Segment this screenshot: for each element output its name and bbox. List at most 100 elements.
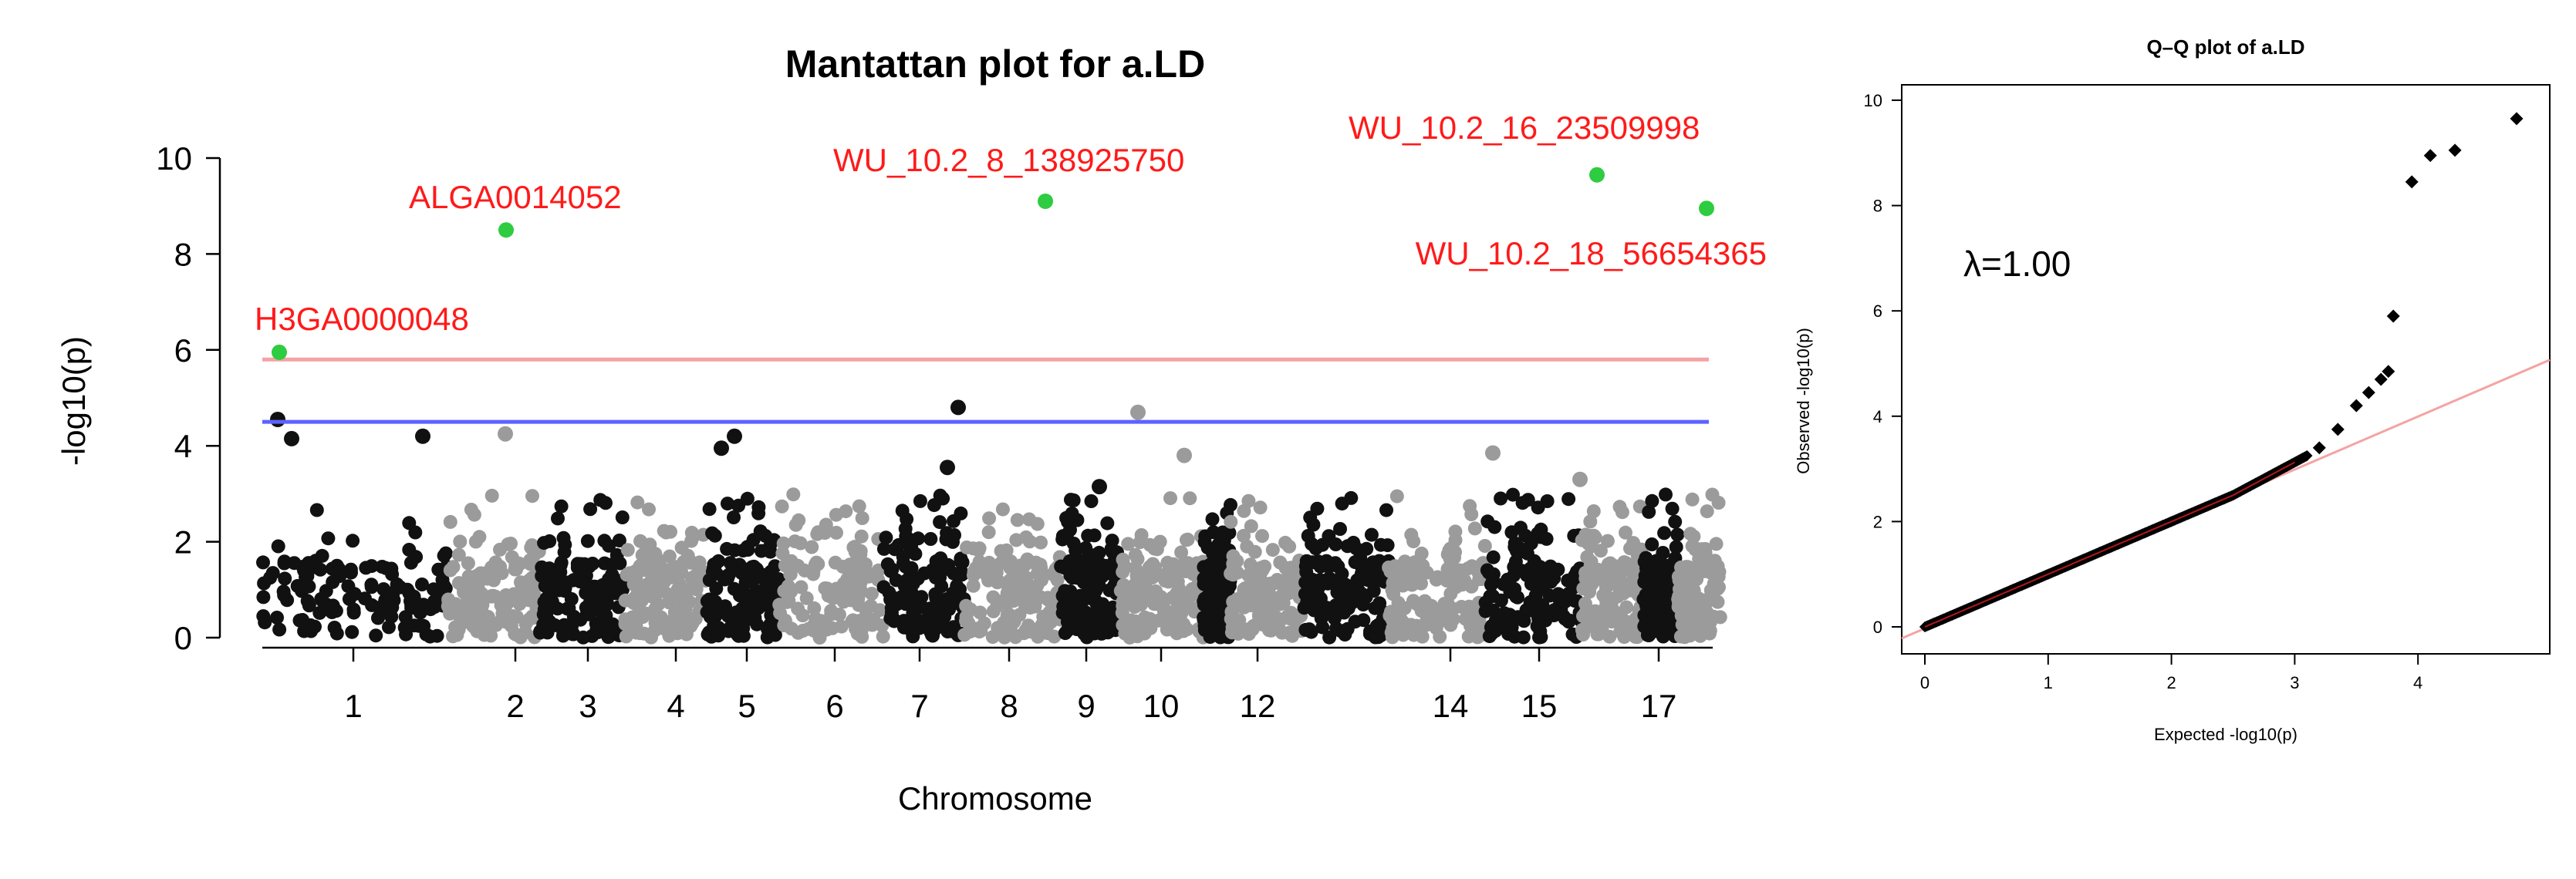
snp-point-chr6: [846, 613, 860, 628]
snp-point-chr1: [427, 582, 441, 597]
snp-point-chr8: [977, 616, 991, 631]
snp-point-chr8: [1033, 624, 1048, 638]
snp-point-chr1: [271, 539, 285, 554]
snp-point-chr5: [754, 544, 768, 558]
notable-snp-point: [1572, 471, 1588, 487]
snp-point-chr6: [818, 526, 832, 541]
snp-point-chr7: [906, 629, 920, 644]
snp-point-chr4: [684, 525, 699, 540]
snp-point-chr5: [705, 526, 720, 541]
snp-point-chr12: [1251, 608, 1266, 622]
snp-point-chr15: [1497, 606, 1512, 621]
snp-point-chr11: [1197, 534, 1212, 549]
snp-point-chr16: [1601, 557, 1615, 571]
snp-point-chr3: [557, 545, 572, 560]
snp-point-chr18: [1673, 569, 1687, 584]
snp-point-chr2: [484, 488, 499, 503]
snp-point-chr14: [1429, 621, 1443, 635]
snp-point-chr4: [688, 611, 703, 626]
snp-point-chr4: [644, 630, 658, 645]
snp-point-chr5: [758, 529, 773, 543]
chromosome-tick-label: 1: [344, 688, 362, 724]
snp-point-chr3: [554, 499, 569, 514]
snp-point-chr15: [1530, 619, 1545, 634]
snp-point-chr16: [1597, 567, 1611, 582]
snp-point-chr3: [593, 493, 608, 507]
snp-point-chr7: [954, 551, 968, 566]
qq-tail-point: [2349, 399, 2363, 413]
snp-point-chr7: [924, 628, 939, 642]
snp-point-chr16: [1615, 505, 1629, 520]
snp-point-chr3: [543, 575, 558, 590]
snp-point-chr6: [775, 499, 789, 514]
snp-point-chr17: [1645, 493, 1659, 508]
snp-point-chr6: [804, 564, 819, 579]
snp-point-chr15: [1523, 561, 1538, 576]
snp-point-chr13: [1348, 615, 1362, 629]
snp-point-chr14: [1414, 576, 1428, 591]
snp-point-chr1: [270, 611, 284, 625]
snp-point-chr18: [1703, 615, 1717, 629]
snp-point-chr15: [1517, 614, 1531, 628]
snp-point-chr1: [385, 600, 400, 615]
snp-point-chr6: [793, 536, 808, 551]
chromosome-tick-label: 9: [1077, 688, 1095, 724]
snp-point-chr15: [1566, 581, 1581, 594]
snp-point-chr8: [1006, 564, 1021, 578]
snp-point-chr9: [1092, 578, 1106, 593]
snp-point-chr14: [1477, 539, 1492, 553]
snp-point-chr4: [688, 568, 703, 583]
snp-point-chr15: [1494, 593, 1508, 608]
snp-point-chr15: [1494, 491, 1508, 506]
snp-point-chr1: [346, 605, 361, 620]
snp-point-chr9: [1060, 527, 1074, 542]
snp-point-chr1: [431, 562, 446, 577]
snp-point-chr14: [1388, 559, 1403, 574]
snp-point-chr13: [1330, 585, 1345, 600]
snp-point-chr16: [1592, 627, 1606, 642]
snp-point-chr13: [1337, 605, 1352, 620]
snp-point-chr8: [1033, 557, 1048, 572]
snp-point-chr8: [959, 614, 974, 628]
snp-point-chr1: [413, 605, 427, 620]
snp-point-chr8: [1001, 618, 1016, 632]
snp-point-chr8: [1030, 517, 1045, 531]
qq-tail-point: [2312, 441, 2326, 455]
snp-point-chr10: [1163, 491, 1177, 506]
snp-point-chr2: [470, 624, 484, 638]
snp-point-chr5: [729, 605, 744, 620]
snp-point-chr2: [467, 507, 481, 522]
snp-point-chr7: [923, 609, 937, 624]
snp-point-chr1: [332, 561, 346, 576]
snp-point-chr17: [1669, 540, 1683, 554]
snp-point-chr18: [1710, 594, 1725, 609]
qq-x-tick-label: 1: [2044, 673, 2053, 692]
snp-point-chr15: [1520, 546, 1534, 561]
snp-point-chr4: [633, 534, 647, 548]
snp-point-chr13: [1360, 570, 1375, 584]
snp-point-chr4: [663, 524, 677, 539]
snp-point-chr1: [341, 579, 356, 594]
snp-point-chr5: [721, 497, 734, 511]
snp-point-chr10: [1143, 621, 1158, 635]
snp-point-chr9: [1062, 554, 1077, 568]
snp-point-chr1: [399, 627, 414, 642]
snp-point-chr15: [1568, 568, 1582, 583]
snp-point-chr4: [670, 582, 685, 597]
snp-point-chr6: [855, 622, 869, 637]
snp-point-chr1: [280, 593, 295, 608]
snp-point-chr14: [1463, 499, 1477, 514]
snp-point-chr6: [805, 540, 819, 554]
snp-point-chr12: [1226, 557, 1241, 571]
snp-point-chr14: [1417, 594, 1432, 608]
snp-point-chr1: [408, 525, 423, 540]
snp-point-chr10: [1168, 561, 1183, 575]
snp-point-chr9: [1077, 626, 1092, 641]
snp-point-chr14: [1430, 603, 1445, 618]
snp-point-chr3: [612, 534, 626, 547]
snp-point-chr6: [824, 604, 839, 618]
notable-snp-point: [714, 440, 729, 456]
snp-point-chr18: [1686, 583, 1701, 598]
chromosome-tick-label: 14: [1433, 688, 1469, 724]
snp-point-chr13: [1306, 517, 1321, 532]
